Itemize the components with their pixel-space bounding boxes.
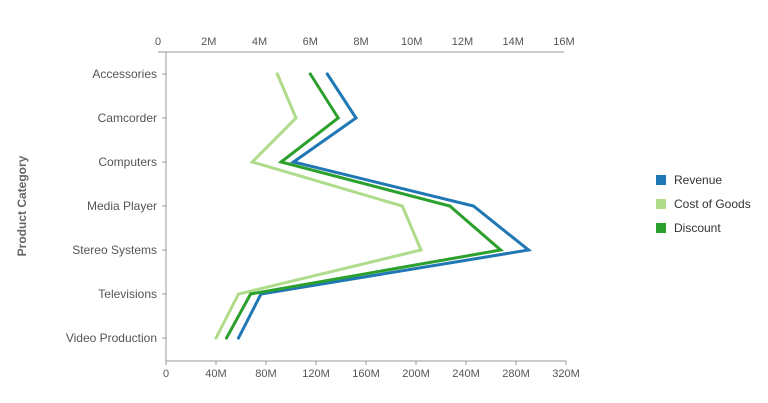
labels-layer: 0 2M 4M 6M 8M 10M 12M 14M 16M 0 40M 80M 120M 160M 200M… [66, 36, 580, 380]
legend-item-discount[interactable]: Discount [656, 216, 751, 240]
legend-label-revenue: Revenue [674, 173, 723, 187]
bottom-axis-tick-label: 320M [552, 368, 580, 380]
legend: Revenue Cost of Goods Discount [656, 168, 751, 240]
series-point-cost-of-goods [275, 72, 279, 76]
series-point-revenue [354, 116, 358, 120]
category-label-televisions: Televisions [98, 287, 157, 301]
series-point-revenue [237, 336, 240, 340]
series-point-cost-of-goods [237, 292, 240, 296]
top-axis-tick-label: 16M [553, 36, 574, 48]
series-line-discount [225, 72, 504, 340]
series-point-cost-of-goods [214, 336, 218, 340]
top-axis-tick-label: 4M [252, 36, 267, 48]
series-line-revenue [237, 72, 533, 340]
top-axis-tick-label: 0 [155, 36, 161, 48]
legend-item-revenue[interactable]: Revenue [656, 168, 751, 192]
top-axis-tick-label: 6M [303, 36, 318, 48]
legend-item-cost-of-goods[interactable]: Cost of Goods [656, 192, 751, 216]
series-point-revenue [527, 248, 530, 252]
series-point-cost-of-goods [419, 248, 423, 252]
series-point-discount [448, 204, 452, 208]
series-layer [214, 72, 533, 340]
series-point-cost-of-goods [250, 160, 254, 164]
category-label-computers: Computers [98, 155, 157, 169]
series-point-revenue [472, 204, 475, 208]
legend-swatch-cost-of-goods [656, 199, 666, 209]
legend-swatch-revenue [656, 175, 666, 185]
bottom-axis-tick-label: 80M [255, 368, 276, 380]
y-axis-title: Product Category [15, 155, 29, 256]
series-point-cost-of-goods [294, 116, 298, 120]
series-point-discount [279, 160, 283, 164]
series-point-discount [336, 116, 340, 120]
series-point-discount [249, 292, 253, 296]
bottom-axis-tick-label: 120M [302, 368, 330, 380]
series-point-discount [499, 248, 503, 252]
bottom-axis-tick-label: 160M [352, 368, 380, 380]
top-axis-tick-label: 8M [353, 36, 368, 48]
bottom-axis-tick-label: 280M [502, 368, 530, 380]
bottom-axis-tick-label: 40M [205, 368, 226, 380]
series-point-discount [225, 336, 229, 340]
bottom-axis-tick-label: 200M [402, 368, 430, 380]
series-point-cost-of-goods [400, 204, 404, 208]
top-axis-tick-label: 10M [401, 36, 422, 48]
bottom-axis-tick-label: 240M [452, 368, 480, 380]
category-label-accessories: Accessories [92, 67, 157, 81]
category-label-stereo-systems: Stereo Systems [72, 243, 157, 257]
top-axis-tick-label: 12M [452, 36, 473, 48]
series-point-revenue [292, 160, 295, 164]
axes: Product Category [15, 51, 567, 365]
category-label-camcorder: Camcorder [98, 111, 157, 125]
legend-label-cost-of-goods: Cost of Goods [674, 197, 751, 211]
legend-label-discount: Discount [674, 221, 721, 235]
bottom-axis-tick-label: 0 [163, 368, 169, 380]
series-point-revenue [325, 72, 329, 76]
top-axis-tick-label: 2M [201, 36, 216, 48]
category-label-media-player: Media Player [87, 199, 157, 213]
series-point-discount [308, 72, 312, 76]
category-label-video-production: Video Production [66, 331, 157, 345]
top-axis-tick-label: 14M [503, 36, 524, 48]
legend-swatch-discount [656, 223, 666, 233]
